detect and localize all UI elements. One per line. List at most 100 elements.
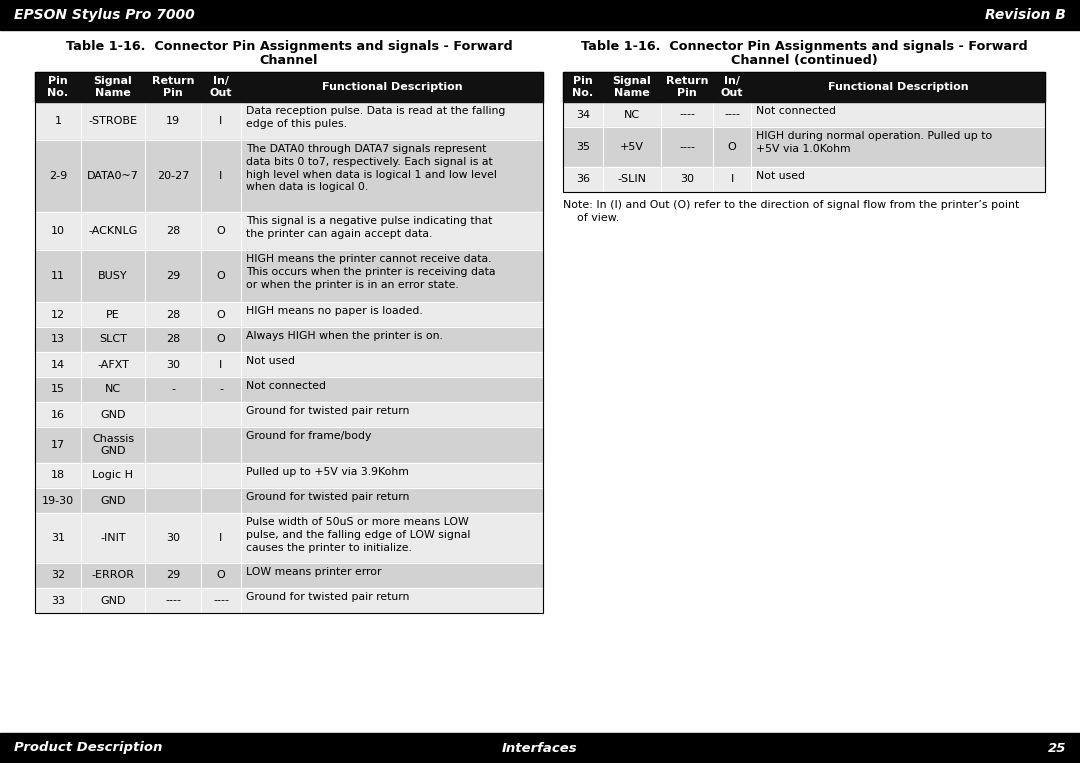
Text: O: O bbox=[217, 226, 226, 236]
Text: ----: ---- bbox=[165, 595, 181, 606]
Bar bbox=[35, 588, 543, 613]
Bar bbox=[35, 377, 543, 402]
Text: 34: 34 bbox=[576, 110, 590, 120]
Text: 10: 10 bbox=[51, 226, 65, 236]
Text: Pin
No.: Pin No. bbox=[572, 76, 594, 98]
Text: Note: In (I) and Out (O) refer to the direction of signal flow from the printer’: Note: In (I) and Out (O) refer to the di… bbox=[563, 200, 1020, 210]
Text: Channel: Channel bbox=[260, 54, 319, 67]
Bar bbox=[35, 427, 543, 463]
Bar bbox=[35, 140, 543, 212]
Text: GND: GND bbox=[100, 495, 125, 506]
Text: -: - bbox=[171, 385, 175, 394]
Text: GND: GND bbox=[100, 410, 125, 420]
Text: GND: GND bbox=[100, 595, 125, 606]
Bar bbox=[35, 563, 543, 588]
Text: -AFXT: -AFXT bbox=[97, 359, 129, 369]
Text: 12: 12 bbox=[51, 310, 65, 320]
Text: Data reception pulse. Data is read at the falling
edge of this pules.: Data reception pulse. Data is read at th… bbox=[246, 106, 505, 129]
Text: The DATA0 through DATA7 signals represent
data bits 0 to7, respectively. Each si: The DATA0 through DATA7 signals represen… bbox=[246, 144, 497, 192]
Text: ----: ---- bbox=[724, 110, 740, 120]
Text: Ground for twisted pair return: Ground for twisted pair return bbox=[246, 492, 409, 502]
Text: 15: 15 bbox=[51, 385, 65, 394]
Text: In/
Out: In/ Out bbox=[210, 76, 232, 98]
Text: O: O bbox=[217, 334, 226, 345]
Text: -INIT: -INIT bbox=[100, 533, 125, 543]
Bar bbox=[35, 463, 543, 488]
Text: BUSY: BUSY bbox=[98, 271, 127, 281]
Text: 25: 25 bbox=[1048, 742, 1066, 755]
Text: Pin
No.: Pin No. bbox=[48, 76, 68, 98]
Bar bbox=[563, 167, 1045, 192]
Text: 16: 16 bbox=[51, 410, 65, 420]
Text: EPSON Stylus Pro 7000: EPSON Stylus Pro 7000 bbox=[14, 8, 194, 22]
Bar bbox=[0, 733, 1080, 763]
Text: 33: 33 bbox=[51, 595, 65, 606]
Bar bbox=[35, 488, 543, 513]
Text: -: - bbox=[219, 385, 222, 394]
Text: 36: 36 bbox=[576, 175, 590, 185]
Text: 30: 30 bbox=[680, 175, 694, 185]
Text: Not used: Not used bbox=[246, 356, 295, 366]
Text: 30: 30 bbox=[166, 359, 180, 369]
Text: In/
Out: In/ Out bbox=[720, 76, 743, 98]
Text: ----: ---- bbox=[213, 595, 229, 606]
Text: NC: NC bbox=[624, 110, 640, 120]
Text: O: O bbox=[217, 271, 226, 281]
Text: 20-27: 20-27 bbox=[157, 171, 189, 181]
Text: I: I bbox=[730, 175, 733, 185]
Text: O: O bbox=[217, 571, 226, 581]
Bar bbox=[35, 212, 543, 250]
Text: -ACKNLG: -ACKNLG bbox=[89, 226, 137, 236]
Text: -STROBE: -STROBE bbox=[89, 116, 137, 126]
Text: Always HIGH when the printer is on.: Always HIGH when the printer is on. bbox=[246, 331, 443, 341]
Text: Ground for twisted pair return: Ground for twisted pair return bbox=[246, 406, 409, 416]
Text: 18: 18 bbox=[51, 471, 65, 481]
Text: Signal
Name: Signal Name bbox=[612, 76, 651, 98]
Text: 29: 29 bbox=[166, 271, 180, 281]
Text: Not connected: Not connected bbox=[756, 106, 836, 116]
Text: Return
Pin: Return Pin bbox=[152, 76, 194, 98]
Text: Functional Description: Functional Description bbox=[827, 82, 969, 92]
Text: Functional Description: Functional Description bbox=[322, 82, 462, 92]
Text: 28: 28 bbox=[166, 334, 180, 345]
Text: Return
Pin: Return Pin bbox=[665, 76, 708, 98]
Text: ----: ---- bbox=[679, 110, 696, 120]
Text: 17: 17 bbox=[51, 440, 65, 450]
Bar bbox=[35, 352, 543, 377]
Bar bbox=[35, 102, 543, 140]
Text: O: O bbox=[728, 142, 737, 152]
Bar bbox=[563, 72, 1045, 192]
Bar bbox=[563, 72, 1045, 102]
Text: PE: PE bbox=[106, 310, 120, 320]
Text: HIGH means the printer cannot receive data.
This occurs when the printer is rece: HIGH means the printer cannot receive da… bbox=[246, 254, 496, 290]
Text: 35: 35 bbox=[576, 142, 590, 152]
Bar bbox=[35, 302, 543, 327]
Text: LOW means printer error: LOW means printer error bbox=[246, 567, 381, 577]
Text: Chassis
GND: Chassis GND bbox=[92, 434, 134, 456]
Text: Product Description: Product Description bbox=[14, 742, 162, 755]
Text: Pulled up to +5V via 3.9Kohm: Pulled up to +5V via 3.9Kohm bbox=[246, 467, 409, 477]
Text: SLCT: SLCT bbox=[99, 334, 127, 345]
Text: Table 1-16.  Connector Pin Assignments and signals - Forward: Table 1-16. Connector Pin Assignments an… bbox=[581, 40, 1027, 53]
Text: 30: 30 bbox=[166, 533, 180, 543]
Bar bbox=[35, 402, 543, 427]
Text: 14: 14 bbox=[51, 359, 65, 369]
Text: Table 1-16.  Connector Pin Assignments and signals - Forward: Table 1-16. Connector Pin Assignments an… bbox=[66, 40, 512, 53]
Bar bbox=[35, 72, 543, 102]
Text: 11: 11 bbox=[51, 271, 65, 281]
Text: This signal is a negative pulse indicating that
the printer can again accept dat: This signal is a negative pulse indicati… bbox=[246, 216, 492, 239]
Bar bbox=[35, 250, 543, 302]
Text: 19-30: 19-30 bbox=[42, 495, 75, 506]
Text: -ERROR: -ERROR bbox=[92, 571, 135, 581]
Text: +5V: +5V bbox=[620, 142, 644, 152]
Bar bbox=[35, 327, 543, 352]
Text: 32: 32 bbox=[51, 571, 65, 581]
Text: Revision B: Revision B bbox=[985, 8, 1066, 22]
Text: 2-9: 2-9 bbox=[49, 171, 67, 181]
Text: HIGH means no paper is loaded.: HIGH means no paper is loaded. bbox=[246, 306, 422, 316]
Text: Pulse width of 50uS or more means LOW
pulse, and the falling edge of LOW signal
: Pulse width of 50uS or more means LOW pu… bbox=[246, 517, 471, 552]
Text: I: I bbox=[219, 171, 222, 181]
Text: HIGH during normal operation. Pulled up to
+5V via 1.0Kohm: HIGH during normal operation. Pulled up … bbox=[756, 131, 993, 154]
Text: Not used: Not used bbox=[756, 171, 805, 181]
Text: Channel (continued): Channel (continued) bbox=[731, 54, 877, 67]
